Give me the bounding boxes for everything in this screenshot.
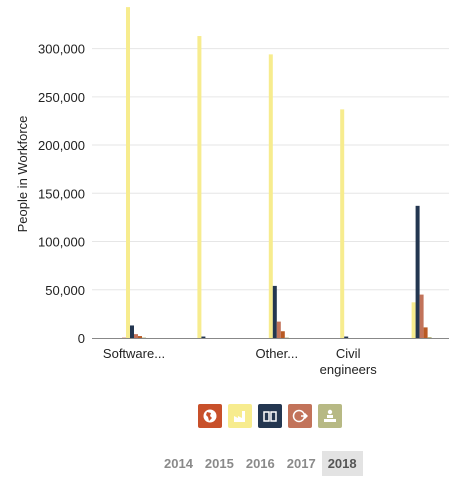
people-legend-button[interactable]	[318, 404, 342, 428]
y-tick-label: 300,000	[38, 42, 85, 57]
year-tab-2015[interactable]: 2015	[204, 456, 234, 471]
bars	[122, 7, 432, 339]
book-icon	[263, 411, 277, 422]
year-tab-2014[interactable]: 2014	[164, 456, 193, 471]
y-tick-label: 150,000	[38, 186, 85, 201]
bar[interactable]	[268, 54, 273, 339]
bar[interactable]	[138, 336, 142, 338]
globe-legend-button[interactable]	[198, 404, 222, 428]
y-tick-label: 100,000	[38, 235, 85, 250]
bar[interactable]	[272, 285, 277, 338]
globe-icon	[203, 409, 217, 423]
factory-legend-button[interactable]	[228, 404, 252, 428]
y-tick-label: 200,000	[38, 138, 85, 153]
bar[interactable]	[197, 36, 202, 338]
y-axis-label: People in Workforce	[15, 116, 30, 233]
bar[interactable]	[126, 7, 130, 338]
bar[interactable]	[280, 331, 285, 338]
globe-arrow-legend-button[interactable]	[288, 404, 312, 428]
bar[interactable]	[276, 321, 281, 338]
people-icon	[324, 409, 336, 422]
bar-chart: 0 50,000 100,000 150,000 200,000 250,000 300,0…	[15, 7, 449, 377]
x-tick-label: Civil	[336, 346, 361, 361]
y-tick-label: 0	[78, 331, 85, 346]
legend	[198, 404, 342, 428]
y-tick-label: 50,000	[45, 283, 85, 298]
bar[interactable]	[340, 109, 345, 338]
year-selector: 2014 2015 2016 2017 2018	[158, 451, 363, 476]
book-legend-button[interactable]	[258, 404, 282, 428]
bar[interactable]	[419, 294, 424, 338]
bar[interactable]	[423, 327, 428, 338]
bar[interactable]	[415, 205, 420, 338]
year-tab-2018[interactable]: 2018	[321, 451, 363, 476]
year-tab-2017[interactable]: 2017	[286, 456, 316, 471]
factory-icon	[234, 411, 245, 422]
bar[interactable]	[344, 336, 349, 338]
bar[interactable]	[130, 325, 134, 338]
bar[interactable]	[134, 334, 138, 338]
x-tick-label: Software...	[103, 346, 165, 361]
bar[interactable]	[411, 302, 416, 338]
x-tick-label: Other...	[255, 346, 298, 361]
bar[interactable]	[427, 337, 432, 338]
year-tab-2016[interactable]: 2016	[245, 456, 275, 471]
x-tick-label: engineers	[320, 362, 378, 377]
bar[interactable]	[142, 337, 146, 339]
y-tick-label: 250,000	[38, 90, 85, 105]
bar[interactable]	[201, 336, 206, 338]
bar[interactable]	[284, 337, 289, 339]
globe-arrow-icon	[292, 409, 308, 423]
y-axis-ticks: 0 50,000 100,000 150,000 200,000 250,000 300,0…	[38, 42, 85, 346]
